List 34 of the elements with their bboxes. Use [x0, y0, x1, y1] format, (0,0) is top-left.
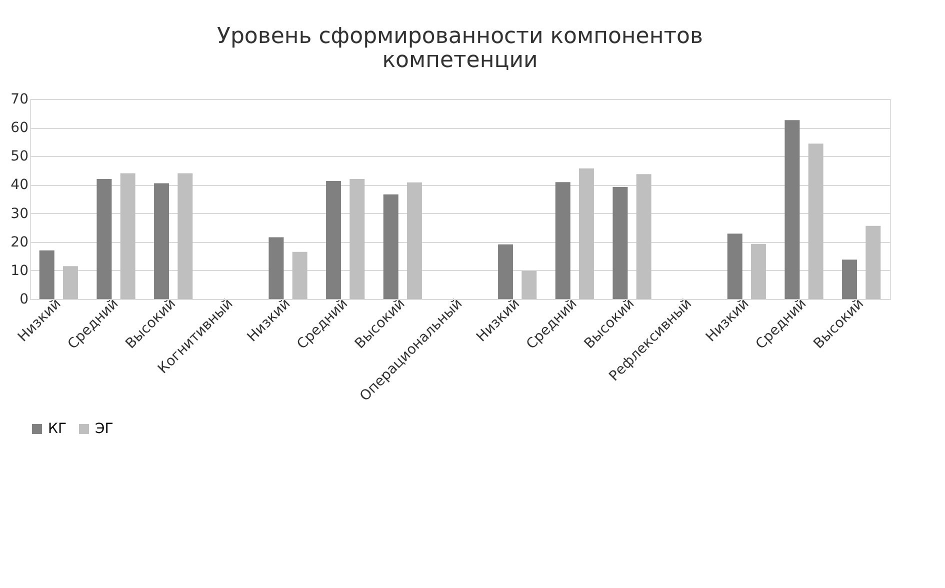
bar — [178, 173, 193, 299]
y-tick-label: 40 — [10, 177, 28, 194]
y-tick-label: 20 — [10, 234, 28, 250]
y-tick-label: 50 — [10, 148, 28, 165]
bar — [808, 144, 824, 299]
y-tick-label: 70 — [10, 92, 28, 108]
bar — [154, 183, 170, 299]
bar — [636, 174, 652, 299]
bar — [750, 244, 766, 299]
y-tick-label: 30 — [10, 206, 28, 222]
bar — [842, 260, 858, 299]
bar — [522, 271, 537, 299]
y-tick-label: 10 — [10, 262, 28, 279]
bar — [612, 187, 628, 299]
bar — [727, 234, 742, 299]
bar — [498, 244, 514, 299]
bar — [326, 181, 342, 299]
bar — [268, 237, 284, 299]
bar — [350, 179, 365, 299]
legend-label: ЭГ — [95, 421, 114, 437]
bar — [292, 252, 308, 299]
bar — [406, 182, 422, 299]
bar — [784, 120, 800, 299]
bar — [62, 266, 78, 299]
chart-title: Уровень сформированности компонентов компетенции — [217, 24, 703, 73]
bar — [120, 173, 136, 299]
y-tick-label: 60 — [10, 120, 28, 136]
legend-label: КГ — [48, 421, 66, 437]
bar — [96, 179, 112, 299]
bar — [383, 194, 398, 299]
bar — [578, 168, 594, 299]
bar — [39, 250, 54, 299]
bar — [555, 182, 570, 299]
bar — [866, 226, 881, 299]
